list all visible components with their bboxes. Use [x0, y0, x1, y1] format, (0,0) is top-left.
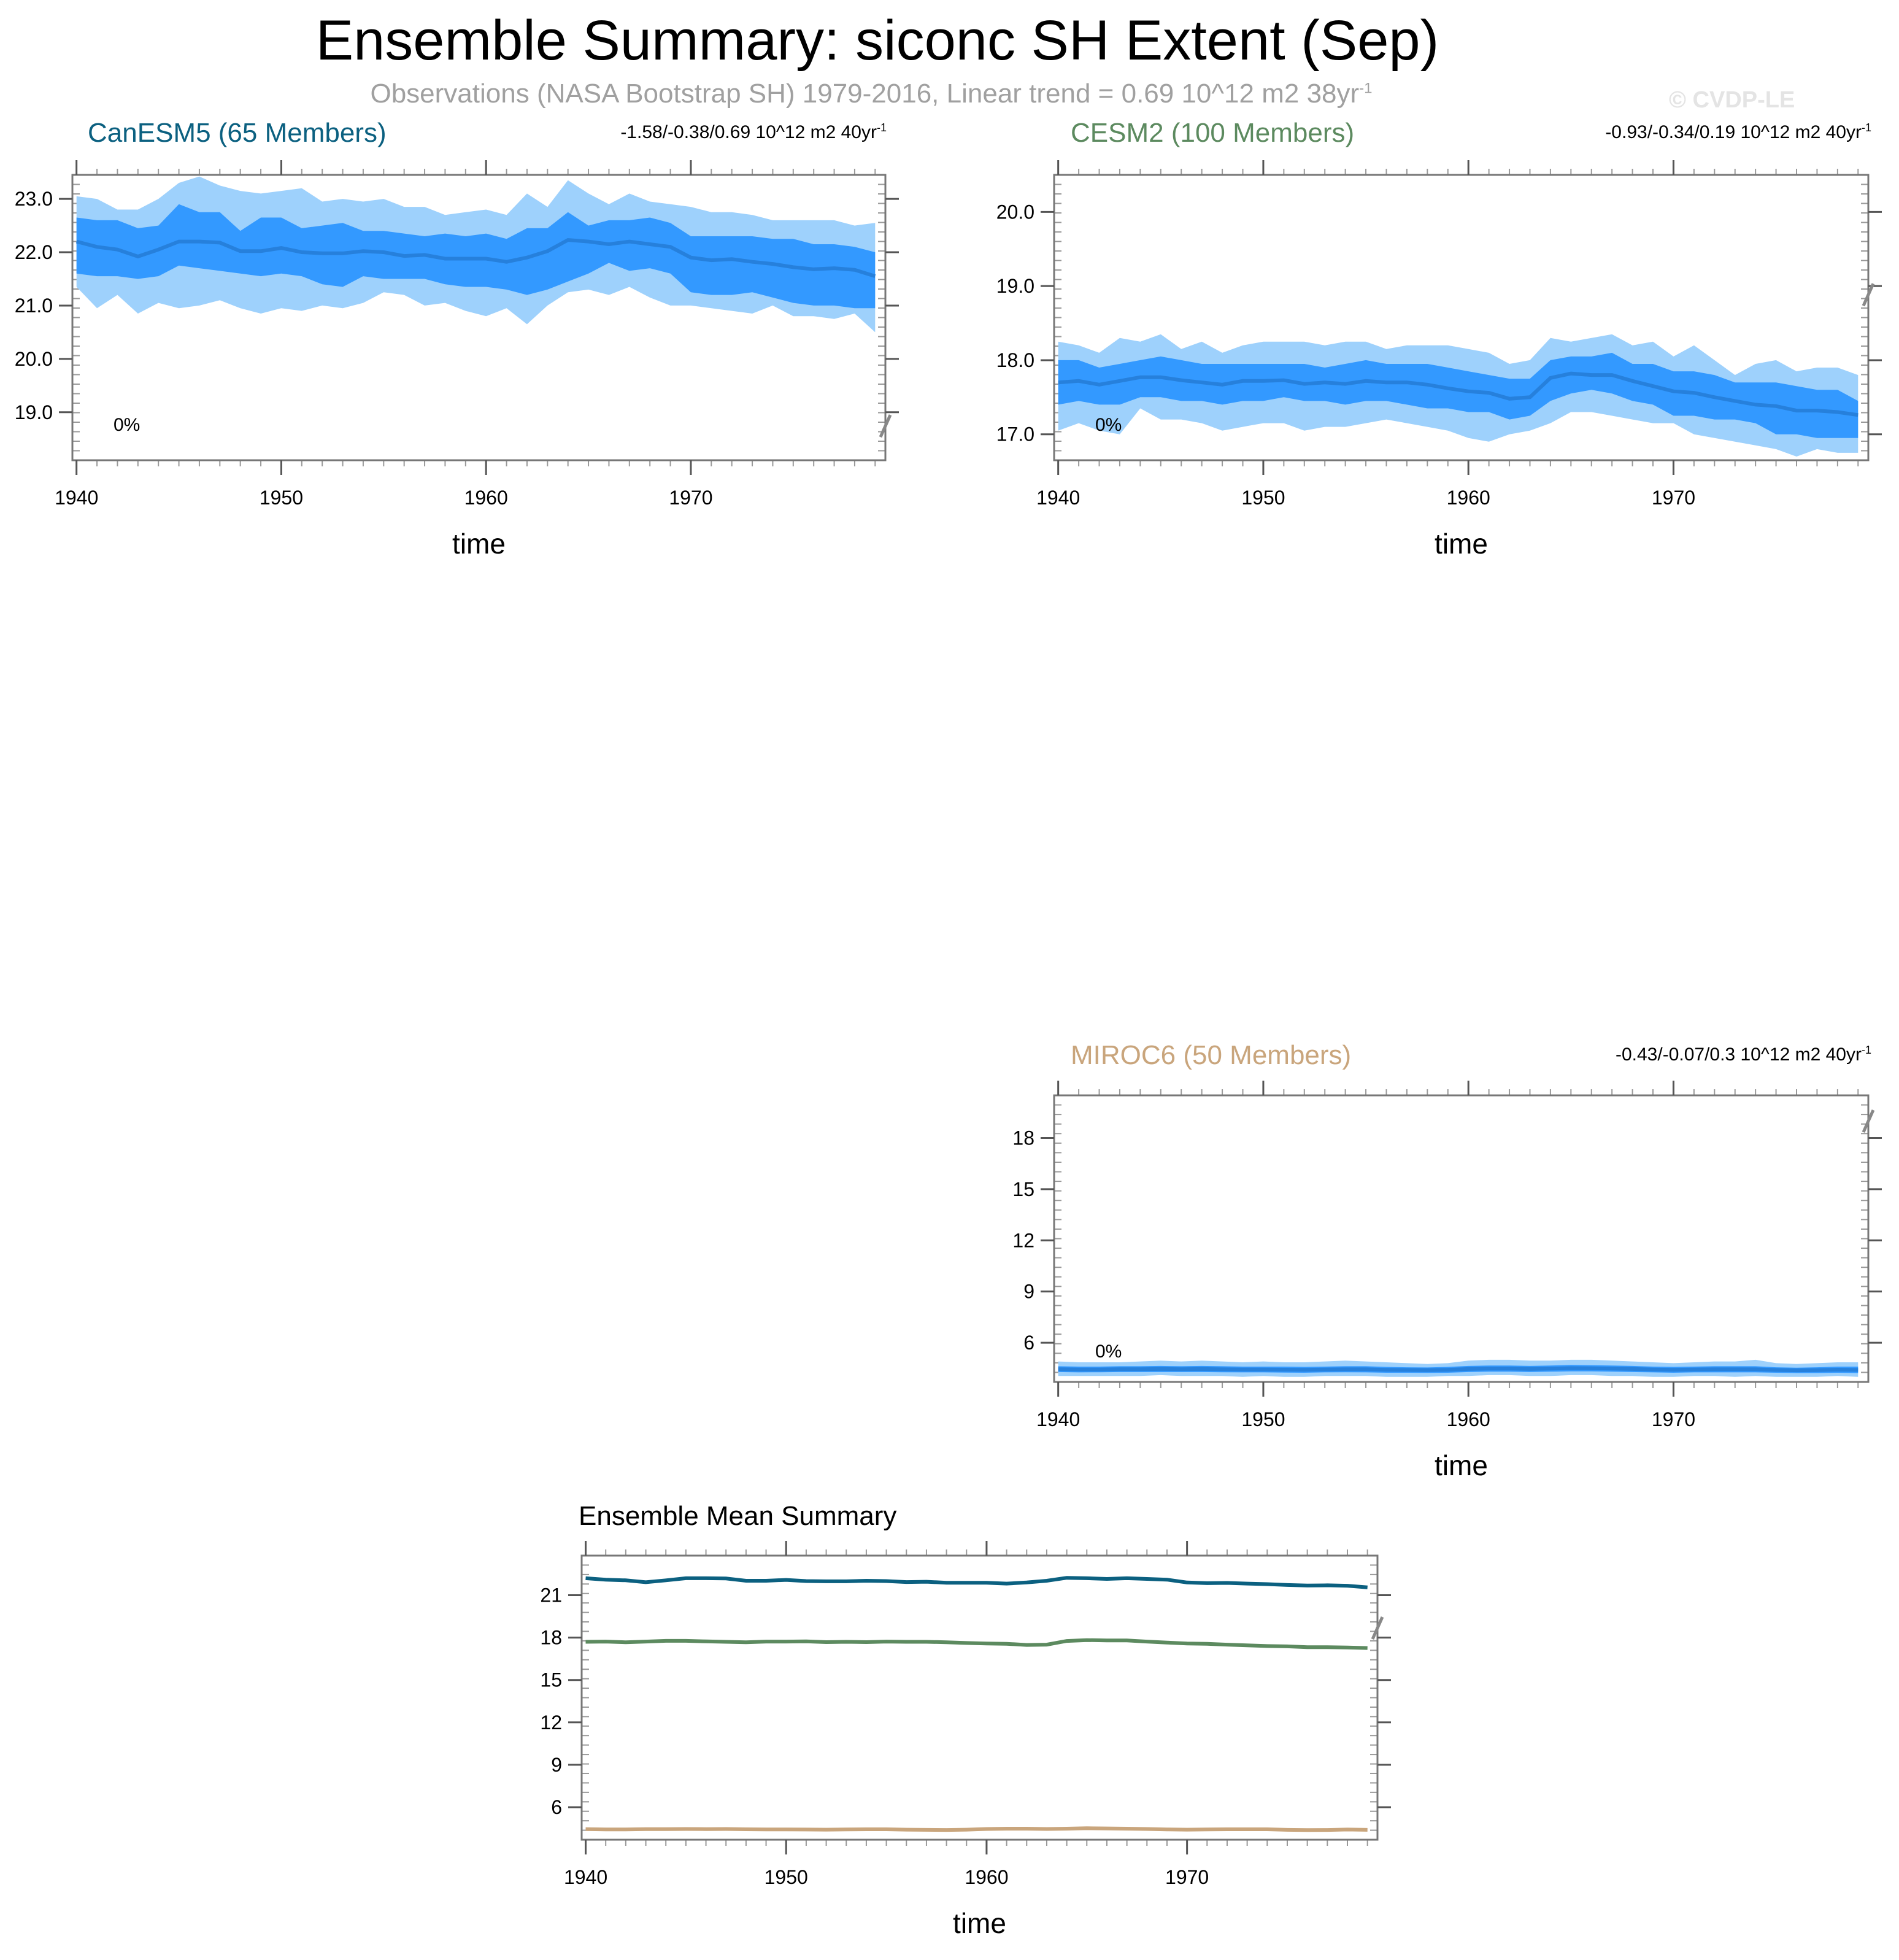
- miroc6-percent-annotation: 0%: [1095, 1341, 1122, 1362]
- canesm5-summary-mean-line: [585, 1576, 1368, 1589]
- miroc6-y-tick-label: 18: [1012, 1127, 1034, 1149]
- miroc6-trend-superscript: -1: [1861, 1044, 1871, 1056]
- canesm5-y-tick-label: 22.0: [15, 241, 53, 263]
- cesm2-y-tick-label: 17.0: [996, 423, 1034, 446]
- miroc6-x-tick-label: 1940: [1036, 1408, 1080, 1430]
- ensemble-mean-x-axis-title: time: [953, 1907, 1006, 1939]
- cesm2-x-tick-label: 1940: [1036, 487, 1080, 509]
- miroc6-y-tick-label: 12: [1012, 1229, 1034, 1251]
- canesm5-percent-annotation: 0%: [114, 415, 140, 435]
- miroc6-axis-break-mark: [1862, 1109, 1875, 1133]
- canesm5-trend-text: -1.58/-0.38/0.69 10^12 m2 40yr-1: [620, 122, 887, 143]
- miroc6-x-axis-title: time: [1435, 1449, 1488, 1481]
- cesm2-ensemble-mean-line: [1058, 371, 1859, 417]
- miroc6-plot-frame: [1053, 1094, 1870, 1383]
- canesm5-y-tick-label: 20.0: [15, 348, 53, 370]
- miroc6-x-tick-label: 1950: [1241, 1408, 1285, 1430]
- ensemble-mean-x-tick-label: 1960: [965, 1866, 1008, 1888]
- canesm5-x-tick-label: 1960: [464, 487, 508, 509]
- miroc6-panel-title: MIROC6 (50 Members): [1071, 1040, 1352, 1070]
- observations-subtitle-text: Observations (NASA Bootstrap SH) 1979-20…: [370, 79, 1360, 109]
- cesm2-trend-value: -0.93/-0.34/0.19 10^12 m2 40yr: [1605, 122, 1862, 142]
- cesm2-x-tick-label: 1970: [1652, 487, 1695, 509]
- cvdp-le-watermark: © CVDP-LE: [1669, 87, 1795, 113]
- cesm2-trend-superscript: -1: [1861, 122, 1871, 134]
- cesm2-interquartile-band: [1058, 352, 1859, 438]
- ensemble-mean-x-tick-label: 1940: [564, 1866, 607, 1888]
- canesm5-x-tick-label: 1940: [55, 487, 98, 509]
- canesm5-y-tick-label: 21.0: [15, 295, 53, 317]
- ensemble-mean-y-tick-label: 6: [551, 1796, 562, 1818]
- canesm5-y-tick-label: 23.0: [15, 188, 53, 210]
- ensemble-mean-y-tick-label: 9: [551, 1754, 562, 1776]
- ensemble-mean-y-tick-label: 18: [540, 1627, 562, 1649]
- observations-subtitle: Observations (NASA Bootstrap SH) 1979-20…: [0, 79, 1743, 109]
- ensemble-mean-y-tick-label: 21: [540, 1584, 562, 1606]
- cesm2-summary-mean-line: [585, 1638, 1368, 1650]
- ensemble-mean-x-tick-label: 1950: [765, 1866, 808, 1888]
- miroc6-x-tick-label: 1970: [1652, 1408, 1695, 1430]
- ensemble-mean-y-tick-label: 15: [540, 1669, 562, 1691]
- cesm2-y-tick-label: 18.0: [996, 349, 1034, 371]
- canesm5-ensemble-mean-line: [75, 237, 876, 278]
- canesm5-trend-value: -1.58/-0.38/0.69 10^12 m2 40yr: [620, 122, 877, 142]
- miroc6-ensemble-mean-line: [1058, 1366, 1859, 1373]
- canesm5-interquartile-band: [76, 204, 876, 309]
- cesm2-y-tick-label: 19.0: [996, 275, 1034, 297]
- cesm2-trend-text: -0.93/-0.34/0.19 10^12 m2 40yr-1: [1605, 122, 1871, 143]
- miroc6-x-tick-label: 1960: [1447, 1408, 1490, 1430]
- observations-subtitle-superscript: -1: [1359, 80, 1373, 97]
- cesm2-y-tick-label: 20.0: [996, 201, 1034, 223]
- miroc6-y-tick-label: 6: [1023, 1332, 1034, 1354]
- miroc6-y-tick-label: 15: [1012, 1178, 1034, 1200]
- canesm5-axis-break-mark: [879, 414, 892, 438]
- miroc6-y-tick-label: 9: [1023, 1281, 1034, 1303]
- cesm2-panel-title: CESM2 (100 Members): [1071, 118, 1355, 148]
- canesm5-x-axis-title: time: [452, 528, 506, 560]
- cesm2-x-tick-label: 1950: [1241, 487, 1285, 509]
- ensemble-mean-y-tick-label: 12: [540, 1711, 562, 1734]
- miroc6-summary-mean-line: [585, 1826, 1368, 1832]
- cesm2-x-axis-title: time: [1435, 528, 1488, 560]
- cesm2-percent-annotation: 0%: [1095, 415, 1122, 435]
- cesm2-plot-frame: [1053, 174, 1870, 461]
- miroc6-trend-text: -0.43/-0.07/0.3 10^12 m2 40yr-1: [1616, 1044, 1871, 1065]
- cesm2-x-tick-label: 1960: [1447, 487, 1490, 509]
- canesm5-plot-frame: [71, 174, 887, 461]
- ensemble-mean-axis-break-mark: [1371, 1616, 1384, 1640]
- ensemble-mean-title: Ensemble Mean Summary: [579, 1501, 897, 1531]
- canesm5-trend-superscript: -1: [876, 122, 887, 134]
- miroc6-trend-value: -0.43/-0.07/0.3 10^12 m2 40yr: [1615, 1044, 1862, 1065]
- cesm2-axis-break-mark: [1862, 283, 1875, 307]
- ensemble-mean-x-tick-label: 1970: [1165, 1866, 1209, 1888]
- ensemble-mean-plot-frame: [580, 1554, 1379, 1841]
- canesm5-panel-title: CanESM5 (65 Members): [88, 118, 387, 148]
- canesm5-x-tick-label: 1970: [669, 487, 712, 509]
- page-title: Ensemble Summary: siconc SH Extent (Sep): [315, 9, 1439, 72]
- canesm5-y-tick-label: 19.0: [15, 401, 53, 423]
- canesm5-x-tick-label: 1950: [260, 487, 303, 509]
